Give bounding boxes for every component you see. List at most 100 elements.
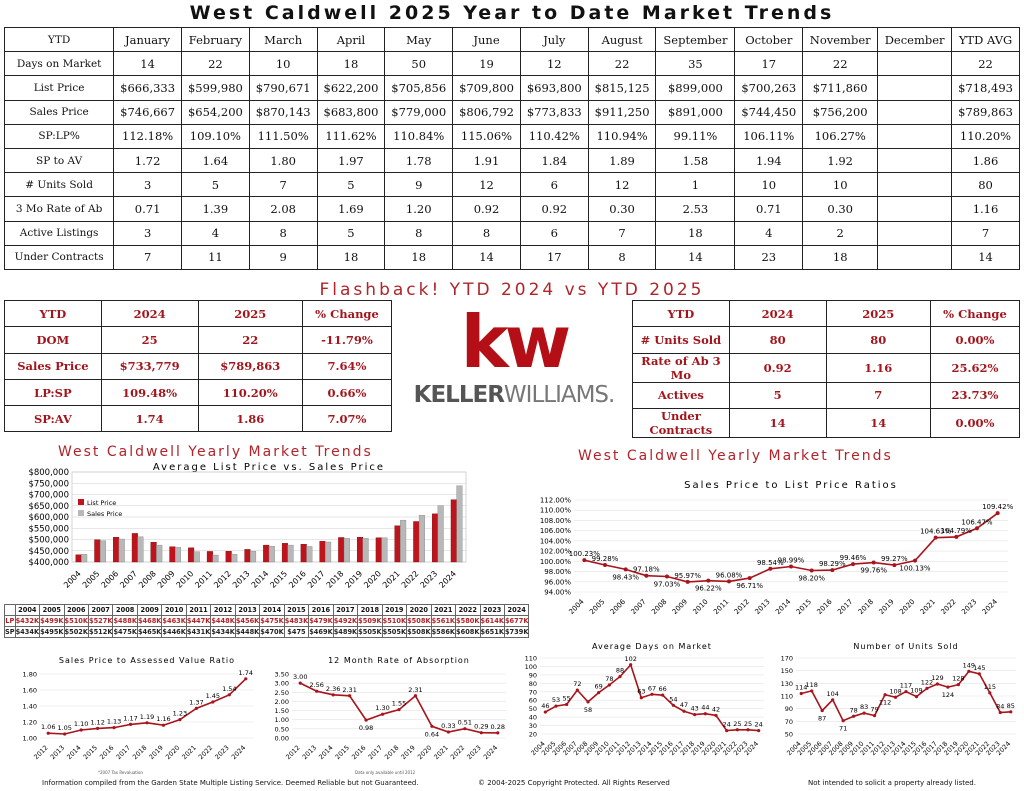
y-tick-label: $650,000 — [28, 502, 69, 512]
ytd-cell: 1.97 — [316, 147, 386, 174]
flashback-cell: 5 — [728, 381, 827, 409]
data-point — [397, 708, 401, 712]
y-tick-label: 110.00% — [540, 507, 571, 515]
ytd-cell: $806,792 — [452, 99, 521, 125]
flashback-row: DOM 25 22 -11.79% — [4, 326, 393, 354]
flashback-cell: DOM — [4, 326, 102, 354]
data-label: 128 — [952, 675, 964, 683]
ytd-cell: 1.72 — [113, 147, 182, 174]
data-label: 104.79% — [941, 527, 972, 535]
data-label: 1.54 — [222, 685, 236, 693]
data-point — [298, 681, 302, 685]
data-point — [914, 695, 919, 699]
ytd-cell: 14 — [951, 244, 1020, 270]
ytd-cell: 10 — [802, 172, 879, 198]
ytd-cell: 18 — [316, 51, 386, 77]
data-label: 104 — [826, 690, 838, 698]
x-tick-label: 2014 — [774, 597, 793, 616]
x-tick-label: 2016 — [350, 744, 367, 761]
ytd-cell: 106.27% — [802, 123, 879, 149]
sales-price-bar — [137, 536, 144, 563]
x-tick-label: 2015 — [795, 598, 813, 616]
ytd-cell: 2.08 — [248, 196, 318, 222]
data-label: 117 — [900, 682, 912, 690]
list-vs-sales-bar-chart: Average List Price vs. Sales Price $400,0… — [28, 462, 467, 590]
ytd-cell — [877, 220, 953, 246]
data-label: 129 — [931, 674, 943, 682]
data-point — [1009, 710, 1013, 714]
x-tick-label: 2016 — [98, 744, 115, 761]
lp-sp-cell: 2024 — [503, 604, 530, 616]
data-label: 98.54% — [757, 559, 784, 567]
ytd-cell — [877, 244, 953, 270]
ytd-header-cell: August — [587, 26, 657, 53]
ytd-cell: 0.30 — [587, 196, 657, 222]
ytd-cell: 14 — [452, 244, 521, 270]
flashback-cell: 110.20% — [197, 378, 303, 407]
data-label: 106.47% — [961, 518, 992, 526]
data-label: 67 — [648, 684, 656, 692]
data-point — [946, 685, 950, 689]
flashback-cell: SP:AV — [4, 405, 102, 433]
x-tick-label: 2013 — [49, 744, 66, 761]
lp-sp-table-row: 2004 2005 2006 2007 2008 2009 2010 2011 2012 2013… — [4, 604, 530, 616]
data-point — [430, 724, 434, 728]
x-tick-label: 2021 — [432, 744, 449, 761]
list-price-bar — [263, 544, 270, 563]
data-point — [565, 702, 569, 707]
data-label: 2.31 — [408, 686, 422, 694]
y-tick-label: 130 — [781, 680, 793, 688]
x-tick-label: 2020 — [416, 744, 433, 761]
data-point — [977, 672, 981, 676]
y-tick-label: $700,000 — [28, 491, 69, 501]
data-label: 42 — [712, 705, 720, 713]
data-label: 25 — [744, 720, 752, 728]
ytd-cell: 9 — [248, 244, 318, 270]
data-label: 149 — [963, 661, 975, 669]
lp-sp-cell: $499K — [39, 615, 65, 627]
lp-sp-cell: 2020 — [406, 604, 432, 616]
x-tick-label: 2012 — [733, 598, 751, 616]
ytd-row: 3 Mo Rate of Ab 0.71 1.39 2.08 1.69 1.20 0.92 0… — [3, 196, 1020, 222]
ytd-row: Active Listings 3 4 8 5 8 8 6 7 18 4 2 7 — [3, 220, 1020, 246]
data-point — [768, 566, 773, 571]
lp-sp-cell: $447K — [185, 615, 212, 627]
data-point — [706, 578, 711, 583]
x-tick-label: 2017 — [367, 744, 384, 761]
data-point — [639, 696, 643, 700]
x-tick-label: 2020 — [362, 569, 383, 590]
ytd-cell: 1 — [655, 172, 736, 198]
y-tick-label: 96.00% — [544, 578, 571, 586]
ytd-cell: 5 — [316, 220, 386, 246]
ytd-row: SP to AV 1.72 1.64 1.80 1.97 1.78 1.91 1.84 1.89… — [3, 147, 1020, 174]
data-point — [725, 729, 729, 733]
kw-logo-letters: kw — [460, 300, 571, 384]
flashback-cell: 0.00% — [929, 326, 1021, 354]
flashback-row: Sales Price $733,779 $789,863 7.64% — [4, 352, 393, 380]
data-point — [211, 700, 215, 704]
y-tick-label: 50 — [785, 731, 793, 739]
x-tick-label: 2008 — [137, 569, 158, 590]
ytd-header-cell: January — [113, 26, 182, 53]
ytd-cell: 111.62% — [316, 123, 386, 149]
ytd-header-cell: March — [248, 26, 318, 53]
data-point — [63, 732, 67, 736]
x-tick-label: 2009 — [156, 569, 177, 590]
flashback-cell: 25.62% — [929, 352, 1021, 383]
data-point — [348, 694, 352, 698]
data-label: 0.51 — [458, 719, 472, 727]
ytd-cell: $599,980 — [181, 75, 250, 101]
data-label: 98.29% — [819, 560, 846, 568]
data-label: 0.28 — [491, 723, 505, 731]
ytd-cell: 1.86 — [951, 147, 1020, 174]
ytd-cell: 3 — [113, 172, 182, 198]
data-point — [315, 689, 319, 693]
x-tick-label: 2017 — [836, 598, 854, 616]
data-point — [161, 723, 166, 727]
data-point — [956, 683, 960, 687]
ytd-header-cell: February — [181, 26, 250, 53]
x-tick-label: 2020 — [164, 744, 181, 761]
ytd-cell: 99.11% — [655, 123, 736, 149]
footer-copyright: © 2004-2025 Copyright Protected. All Rig… — [478, 779, 670, 787]
data-label: 124 — [942, 691, 954, 699]
